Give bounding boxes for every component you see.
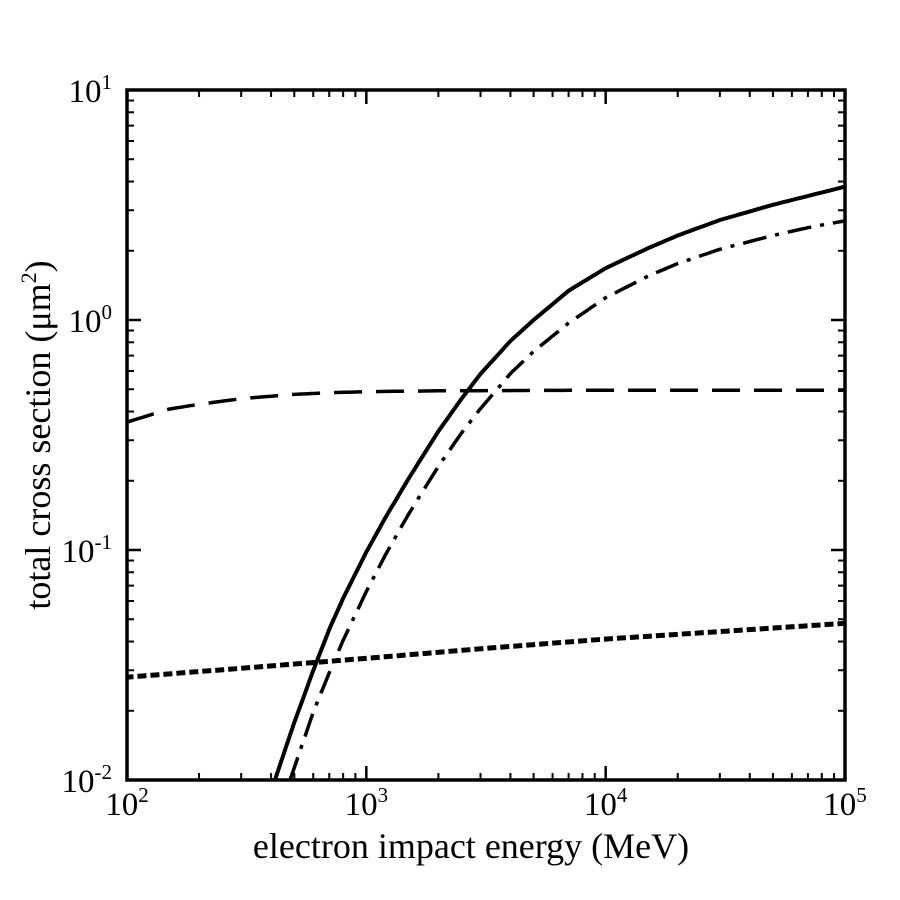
y-tick-label: 101 [69, 70, 113, 110]
x-tick-exponent: 3 [378, 783, 389, 807]
y-tick-base: 10 [62, 534, 95, 570]
y-tick-label: 100 [69, 300, 113, 340]
x-tick-exponent: 4 [617, 783, 628, 807]
y-tick-base: 10 [69, 74, 102, 110]
y-tick-label: 10-1 [62, 530, 113, 570]
y-tick-exponent: 0 [102, 300, 113, 324]
x-tick-label: 102 [105, 783, 149, 823]
x-tick-label: 105 [823, 783, 867, 823]
y-tick-exponent: 1 [102, 70, 113, 94]
y-tick-exponent: -2 [95, 760, 113, 784]
x-tick-base: 10 [584, 787, 617, 823]
series-line-dotted [127, 620, 845, 680]
plot-frame [125, 88, 847, 782]
x-tick-exponent: 2 [138, 783, 149, 807]
y-tick-label: 10-2 [62, 760, 113, 800]
x-axis-label: electron impact energy (MeV) [253, 826, 689, 866]
x-tick-base: 10 [345, 787, 378, 823]
y-tick-base: 10 [62, 764, 95, 800]
y-axis-label-close: ) [18, 260, 58, 272]
x-tick-label: 104 [584, 783, 628, 823]
x-tick-base: 10 [823, 787, 856, 823]
series-line-solid [273, 184, 845, 780]
series-line-dashdot [288, 219, 845, 780]
series-line-dashed [127, 388, 845, 424]
y-tick-base: 10 [69, 304, 102, 340]
x-tick-label: 103 [345, 783, 389, 823]
x-tick-exponent: 5 [856, 783, 867, 807]
y-axis-label: total cross section (μm2) [16, 260, 58, 609]
series-layer [127, 184, 845, 780]
y-axis-label-sup: 2 [16, 272, 41, 283]
y-axis-label-text: total cross section (μm [18, 283, 58, 609]
y-tick-exponent: -1 [95, 530, 113, 554]
x-tick-base: 10 [105, 787, 138, 823]
